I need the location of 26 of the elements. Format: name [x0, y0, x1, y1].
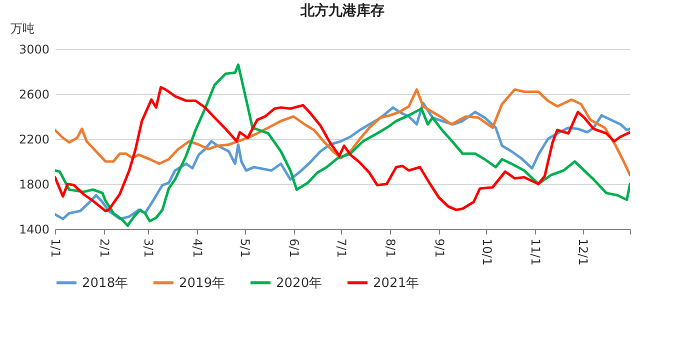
y-axis-title: 万吨	[10, 22, 34, 36]
y-tick-label: 1400	[18, 222, 50, 236]
line-series	[55, 63, 630, 227]
x-tick-label: 2/1	[97, 238, 112, 258]
x-tick-label: 3/1	[142, 238, 156, 258]
y-tick-label: 3000	[18, 42, 50, 56]
legend-label: 2019年	[179, 276, 226, 291]
x-tick-label: 6/1	[287, 238, 302, 258]
legend-label: 2018年	[82, 276, 128, 291]
x-tick-label: 12/1	[576, 238, 590, 266]
line-series	[55, 86, 630, 212]
x-tick-label: 10/1	[480, 238, 494, 266]
legend-label: 2021年	[373, 276, 420, 291]
y-tick-label: 1800	[18, 178, 50, 192]
x-tick-label: 7/1	[334, 238, 348, 258]
y-tick-label: 2600	[18, 88, 50, 102]
x-tick-label: 11/1	[528, 238, 543, 266]
x-tick-label: 1/1	[48, 238, 62, 258]
x-tick-label: 4/1	[190, 238, 205, 258]
y-tick-label: 2200	[18, 132, 50, 146]
x-tick-label: 8/1	[383, 238, 398, 258]
line-series	[55, 88, 630, 176]
chart-title: 北方九港库存	[300, 2, 384, 19]
x-tick-label: 9/1	[432, 238, 446, 258]
legend-label: 2020年	[276, 276, 322, 291]
x-tick-label: 5/1	[238, 238, 252, 258]
